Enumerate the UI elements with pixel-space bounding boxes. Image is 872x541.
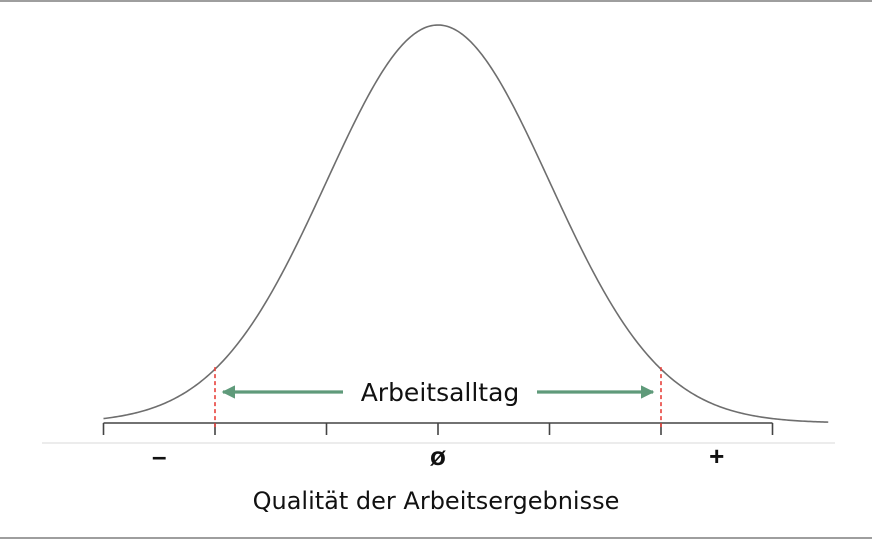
x-axis-ticks <box>102 423 774 435</box>
x-tick-label: ø <box>430 441 446 471</box>
range-label: Arbeitsalltag <box>361 378 520 407</box>
normal-distribution-curve <box>103 24 829 423</box>
range-markers <box>214 367 662 430</box>
x-axis-label: Qualität der Arbeitsergebnisse <box>253 487 620 515</box>
x-tick-label: – <box>152 441 166 471</box>
x-tick-label: + <box>709 441 724 471</box>
x-tick-labels: – ø + <box>152 441 724 471</box>
